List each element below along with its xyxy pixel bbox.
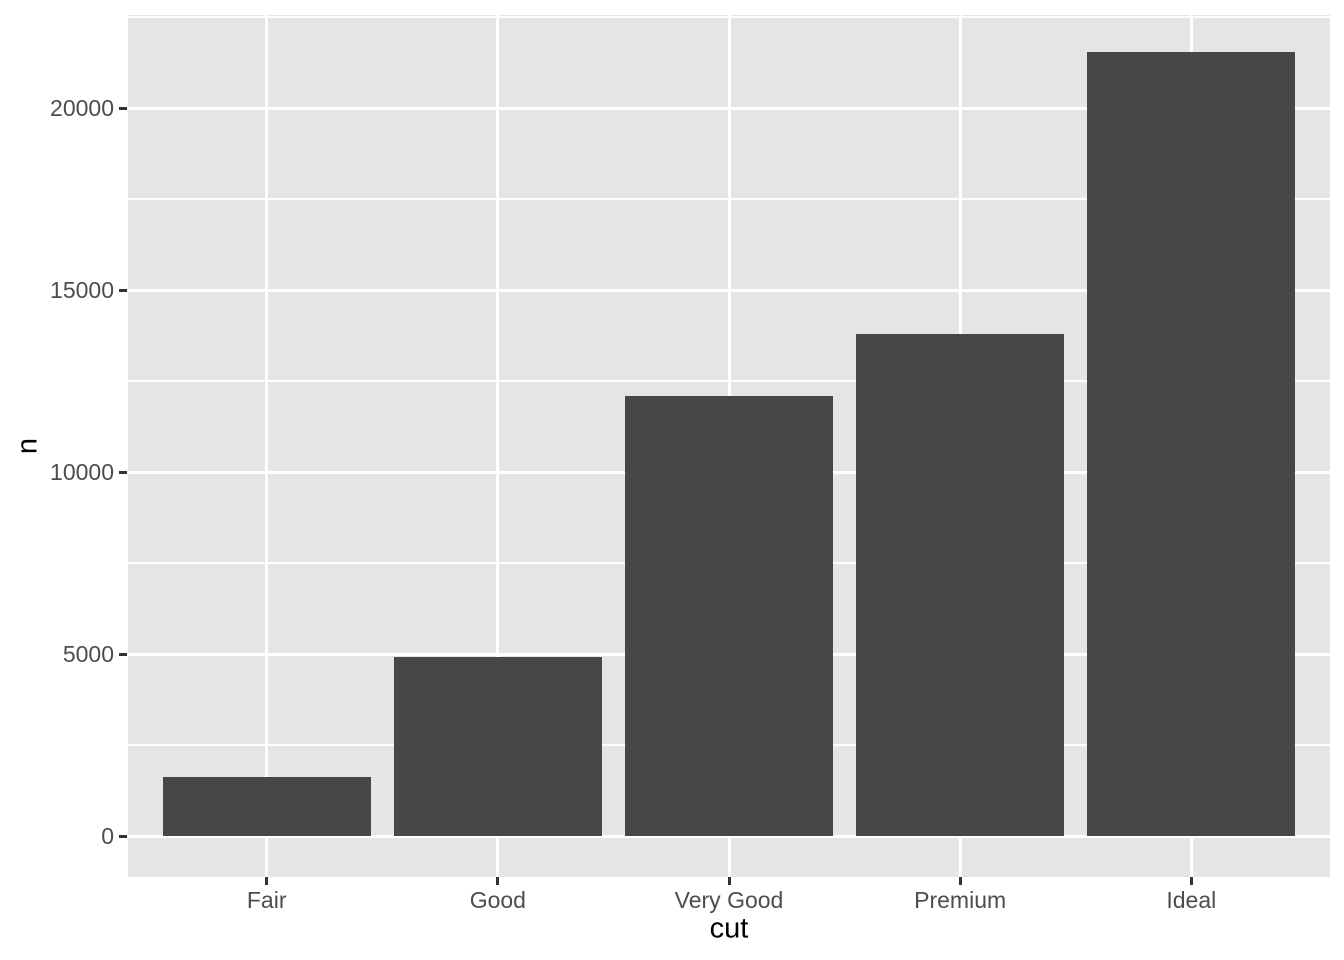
x-tick-label: Good	[469, 887, 526, 913]
bar-very-good	[624, 396, 833, 836]
vertical-gridline	[265, 15, 269, 877]
x-tick-mark	[496, 877, 500, 885]
x-axis-title: cut	[709, 912, 749, 945]
y-tick-label: 15000	[50, 277, 114, 303]
x-tick-mark	[1189, 877, 1193, 885]
y-tick-label: 20000	[50, 95, 114, 121]
x-tick-mark	[265, 877, 269, 885]
y-tick-mark	[119, 834, 127, 838]
x-tick-mark	[958, 877, 962, 885]
x-tick-label: Fair	[246, 887, 287, 913]
y-tick-label: 10000	[50, 459, 114, 485]
bar-ideal	[1087, 51, 1296, 836]
x-tick-label: Ideal	[1166, 887, 1217, 913]
bar-premium	[856, 334, 1065, 836]
y-tick-label: 0	[101, 823, 114, 849]
x-tick-label: Premium	[914, 887, 1007, 913]
y-axis-title: n	[11, 437, 44, 455]
bar-good	[393, 657, 602, 836]
x-tick-label: Very Good	[674, 887, 784, 913]
x-tick-mark	[727, 877, 731, 885]
vertical-gridline	[496, 15, 500, 877]
y-tick-mark	[119, 470, 127, 474]
bar-fair	[162, 777, 371, 836]
plot-panel	[128, 15, 1330, 877]
y-tick-mark	[119, 106, 127, 110]
y-tick-mark	[119, 652, 127, 656]
y-tick-mark	[119, 288, 127, 292]
y-tick-label: 5000	[62, 641, 114, 667]
